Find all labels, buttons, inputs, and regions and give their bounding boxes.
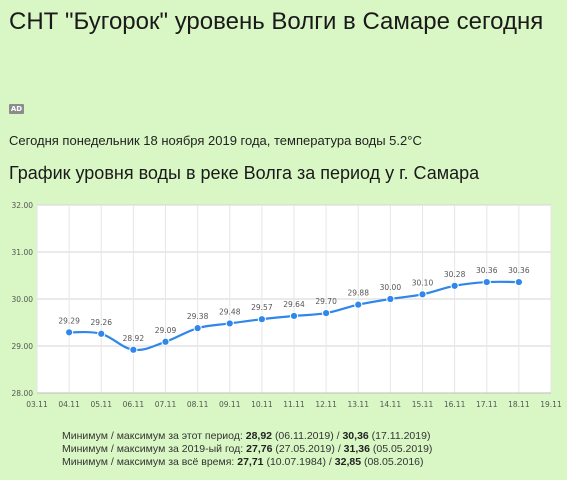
stats-row-period: Минимум / максимум за этот период: 28,92… [62, 430, 432, 443]
data-point [450, 281, 459, 290]
x-tick-label: 06.11 [123, 400, 145, 409]
stats-label: Минимум / максимум за этот период: [62, 430, 243, 442]
page-title: СНТ "Бугорок" уровень Волги в Самаре сег… [9, 8, 544, 35]
data-label: 30.28 [444, 270, 466, 279]
x-tick-label: 10.11 [251, 400, 273, 409]
data-point [418, 290, 427, 299]
data-label: 30.10 [412, 278, 434, 287]
stats-max-value: 30,36 [342, 430, 369, 442]
data-point [289, 311, 299, 321]
stats-separator: / [337, 443, 341, 455]
stats-max-date: (08.05.2016) [363, 456, 424, 468]
data-point [482, 277, 491, 287]
stats-min-value: 28,92 [245, 430, 273, 442]
stats-min-date: (10.07.1984) [266, 456, 326, 468]
stats-max-date: (05.05.2019) [372, 443, 433, 455]
data-label: 30.36 [508, 266, 530, 275]
chart-grid [36, 204, 552, 394]
data-point [257, 315, 266, 324]
data-label: 29.57 [251, 303, 273, 312]
x-tick-label: 12.11 [315, 400, 337, 409]
chart-series: 29.29 29.26 28.92 29.09 29.38 29.48 29.57 29.64… [58, 266, 530, 354]
y-tick-label: 30.00 [12, 295, 34, 304]
data-label: 29.26 [91, 318, 113, 327]
data-label: 29.64 [283, 300, 305, 309]
stats-label: Минимум / максимум за всё время: [62, 456, 235, 468]
x-tick-label: 11.11 [283, 400, 305, 409]
x-tick-label: 03.11 [26, 400, 48, 409]
stats-min-date: (27.05.2019) [275, 443, 335, 455]
stats-max-value: 31,36 [343, 443, 370, 455]
data-label: 30.00 [380, 283, 402, 292]
stats-row-year: Минимум / максимум за 2019-ый год: 27,76… [62, 443, 432, 456]
stats-row-alltime: Минимум / максимум за всё время: 27,71 (… [62, 456, 432, 469]
data-point [354, 300, 363, 309]
x-tick-label: 13.11 [348, 400, 370, 409]
data-point [225, 319, 234, 328]
x-tick-label: 19.11 [540, 400, 562, 409]
stats-block: Минимум / максимум за этот период: 28,92… [62, 430, 432, 469]
y-tick-label: 28.00 [12, 389, 34, 398]
y-tick-label: 32.00 [12, 201, 34, 210]
x-tick-label: 04.11 [58, 400, 80, 409]
ad-badge-icon[interactable]: AD [9, 104, 24, 114]
data-point [193, 324, 202, 333]
data-label: 30.36 [476, 266, 498, 275]
data-point [161, 337, 170, 346]
data-point [514, 277, 523, 287]
stats-min-value: 27,71 [237, 456, 264, 468]
x-tick-label: 05.11 [91, 400, 113, 409]
data-label: 29.88 [348, 289, 370, 298]
data-point [97, 329, 106, 338]
stats-min-value: 27,76 [246, 443, 273, 455]
data-point [129, 345, 138, 354]
data-label: 28.92 [123, 334, 145, 343]
stats-separator: / [328, 456, 332, 468]
data-point [386, 294, 395, 304]
data-point [65, 328, 74, 337]
chart-heading: График уровня воды в реке Волга за перио… [9, 163, 480, 183]
data-label: 29.38 [187, 312, 209, 321]
data-point [322, 309, 331, 318]
x-tick-label: 15.11 [412, 400, 434, 409]
y-tick-label: 29.00 [12, 342, 34, 351]
data-label: 29.29 [58, 316, 80, 325]
y-tick-label: 31.00 [12, 248, 34, 257]
stats-separator: / [336, 430, 340, 442]
x-tick-label: 07.11 [155, 400, 177, 409]
stats-min-date: (06.11.2019) [274, 430, 334, 442]
x-tick-label: 09.11 [219, 400, 241, 409]
data-label: 29.48 [219, 307, 241, 316]
stats-max-value: 32,85 [334, 456, 362, 468]
x-tick-label: 16.11 [444, 400, 466, 409]
data-label: 29.70 [315, 297, 337, 306]
x-tick-label: 17.11 [476, 400, 498, 409]
x-tick-label: 08.11 [187, 400, 209, 409]
water-level-chart: 28.00 29.00 30.00 31.00 32.00 03.11 04.11 05.11… [12, 201, 562, 409]
data-label: 29.09 [155, 326, 177, 335]
stats-label: Минимум / максимум за 2019-ый год: [62, 443, 244, 455]
chart-axis-labels: 28.00 29.00 30.00 31.00 32.00 03.11 04.11 05.11… [12, 201, 562, 409]
x-tick-label: 14.11 [380, 400, 402, 409]
x-tick-label: 18.11 [508, 400, 530, 409]
stats-max-date: (17.11.2019) [371, 430, 431, 442]
date-temperature-line: Сегодня понедельник 18 ноября 2019 года,… [9, 133, 422, 148]
